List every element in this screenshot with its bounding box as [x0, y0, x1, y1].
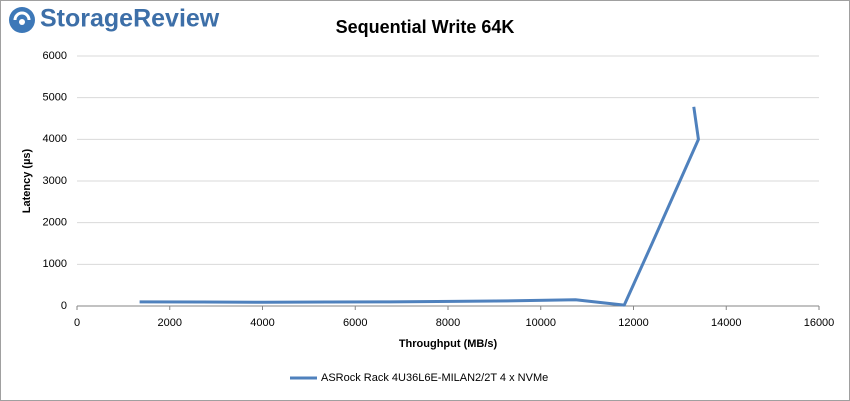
y-tick-label: 0 [61, 300, 67, 312]
y-tick-label: 2000 [43, 217, 67, 229]
x-tick-label: 12000 [618, 317, 649, 329]
logo: StorageReview [40, 5, 220, 33]
legend-label: ASRock Rack 4U36L6E-MILAN2/2T 4 x NVMe [321, 372, 548, 384]
x-tick-label: 4000 [250, 317, 274, 329]
series-line [139, 106, 700, 307]
y-axis-label: Latency (µs) [21, 148, 33, 213]
x-tick-label: 0 [74, 317, 80, 329]
x-tick-label: 14000 [711, 317, 742, 329]
x-axis-label: Throughput (MB/s) [399, 338, 498, 350]
x-tick-label: 2000 [158, 317, 182, 329]
chart-title: Sequential Write 64K [336, 17, 515, 37]
logo-icon [9, 7, 35, 33]
y-tick-label: 5000 [43, 92, 67, 104]
x-tick-label: 16000 [804, 317, 835, 329]
x-tick-label: 6000 [343, 317, 367, 329]
y-tick-label: 4000 [43, 133, 67, 145]
x-tick-label: 10000 [525, 317, 556, 329]
y-tick-label: 6000 [43, 50, 67, 62]
y-tick-label: 3000 [43, 175, 67, 187]
y-tick-label: 1000 [43, 258, 67, 270]
x-tick-label: 8000 [436, 317, 460, 329]
